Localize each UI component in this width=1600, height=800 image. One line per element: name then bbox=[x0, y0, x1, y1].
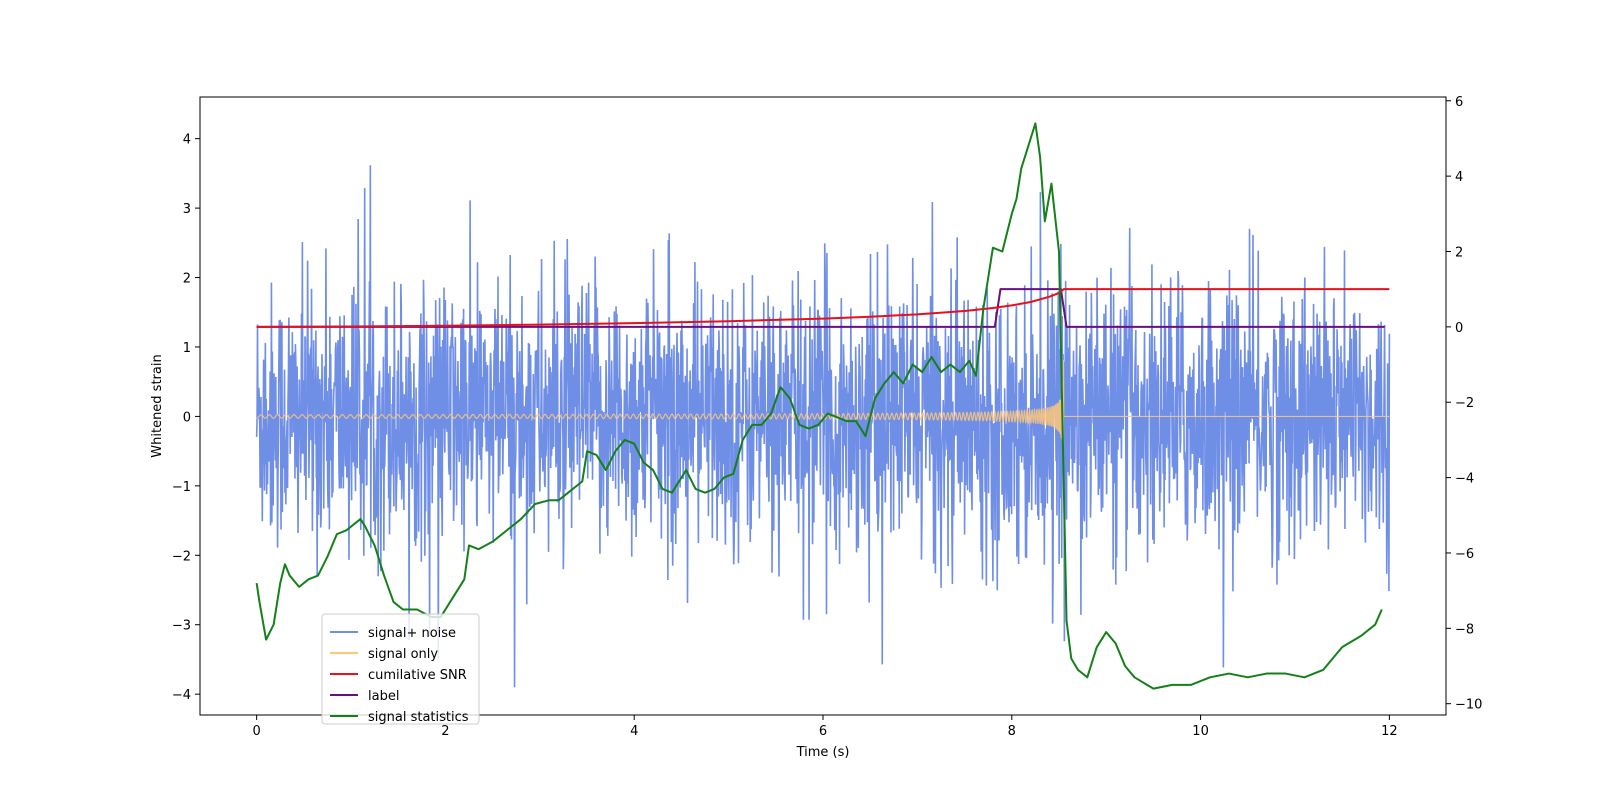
x-tick-label: 8 bbox=[1008, 724, 1016, 739]
legend-label: signal+ noise bbox=[368, 626, 456, 641]
series-signal-noise bbox=[255, 165, 1391, 688]
y2-tick-label: 2 bbox=[1455, 246, 1463, 261]
series-cumulative-snr bbox=[256, 288, 1390, 328]
y-tick-label: −2 bbox=[172, 549, 191, 564]
legend: signal+ noise signal only cumilative SNR la… bbox=[321, 613, 480, 725]
y-tick-label: 3 bbox=[183, 202, 191, 217]
x-tick-label: 10 bbox=[1192, 724, 1209, 739]
y-tick-label: −1 bbox=[172, 480, 191, 495]
y2-tick-label: −8 bbox=[1455, 622, 1474, 637]
legend-label: signal only bbox=[368, 647, 438, 662]
plot-area bbox=[255, 122, 1391, 690]
x-tick-label: 0 bbox=[252, 724, 260, 739]
y-tick-label: 4 bbox=[183, 133, 191, 148]
legend-label: label bbox=[368, 689, 399, 704]
x-tick-label: 12 bbox=[1381, 724, 1398, 739]
y2-tick-label: −6 bbox=[1455, 547, 1474, 562]
x-tick-label: 2 bbox=[441, 724, 449, 739]
legend-box bbox=[321, 613, 480, 725]
y2-tick-label: 4 bbox=[1455, 170, 1463, 185]
y-tick-label: −4 bbox=[172, 688, 191, 703]
series-signal-statistics bbox=[255, 122, 1383, 690]
legend-label: cumilative SNR bbox=[368, 668, 467, 683]
legend-label: signal statistics bbox=[368, 710, 469, 725]
y2-tick-label: 0 bbox=[1455, 321, 1463, 336]
x-axis-title: Time (s) bbox=[796, 745, 850, 760]
y-tick-label: 1 bbox=[183, 341, 191, 356]
series-signal-only bbox=[256, 360, 1390, 449]
y2-tick-label: −10 bbox=[1455, 698, 1482, 713]
y-tick-label: 2 bbox=[183, 272, 191, 287]
y2-tick-label: −2 bbox=[1455, 396, 1474, 411]
y2-tick-label: −4 bbox=[1455, 472, 1474, 487]
series-group bbox=[255, 122, 1391, 690]
x-tick-label: 6 bbox=[819, 724, 827, 739]
y-axis-title: Whitened strain bbox=[150, 354, 165, 457]
y-tick-label: −3 bbox=[172, 619, 191, 634]
y2-tick-label: 6 bbox=[1455, 95, 1463, 110]
x-tick-label: 4 bbox=[630, 724, 638, 739]
y-tick-label: 0 bbox=[183, 410, 191, 425]
series-label bbox=[256, 288, 1385, 328]
